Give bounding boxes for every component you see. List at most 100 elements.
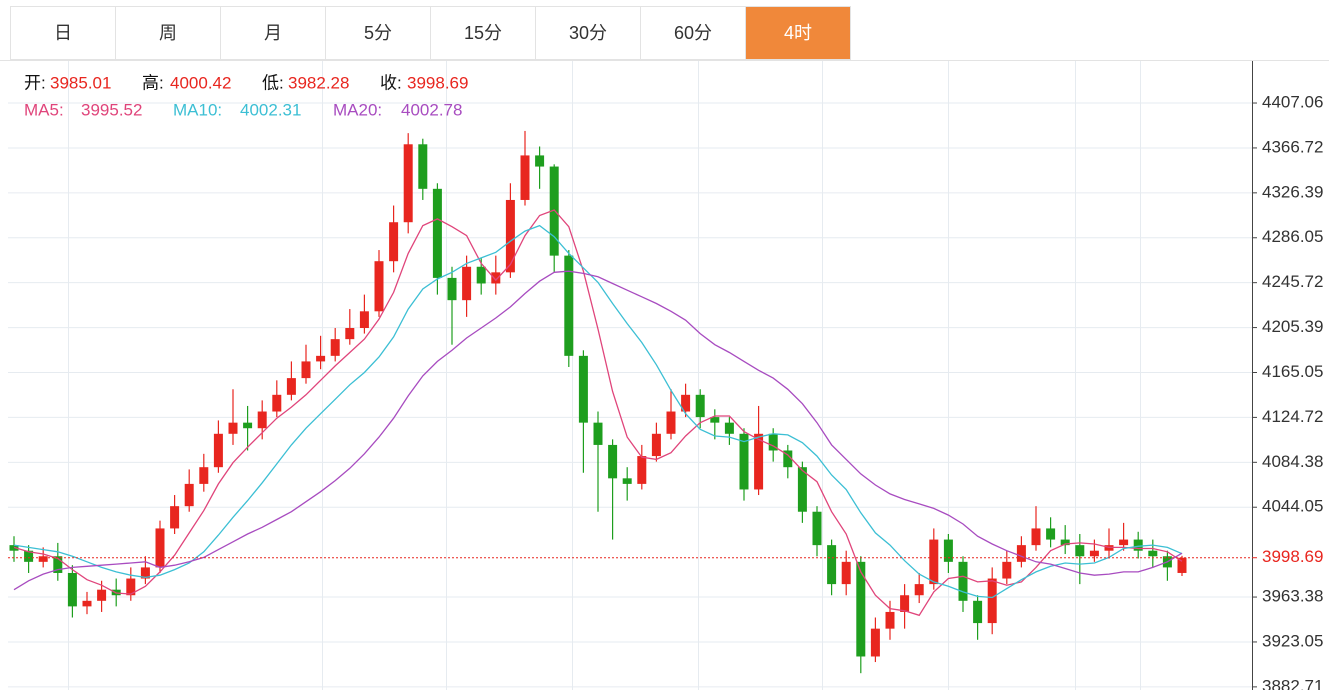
candle-body [958,561,968,601]
candle-body [330,339,340,356]
y-tick-label: 4245.72 [1262,272,1323,291]
candle-body [53,556,63,573]
y-tick-label: 4407.06 [1262,93,1323,112]
candle-body [418,144,428,189]
candle-body [1133,539,1143,551]
candle-body [797,467,807,512]
tab[interactable]: 15分 [431,7,536,60]
y-tick-label: 4205.39 [1262,317,1323,336]
y-tick-label: 3882.71 [1262,676,1323,690]
candle-body [1002,561,1012,579]
candle-body [257,411,267,429]
candle-body [170,506,180,529]
tab[interactable]: 5分 [326,7,431,60]
candle-body [535,155,545,167]
ohlc-label: 高: [142,73,164,92]
candle-body [783,450,793,468]
y-tick-label: 4124.72 [1262,407,1323,426]
tab[interactable]: 60分 [641,7,746,60]
candle-body [126,578,136,596]
candle-body [389,222,399,262]
candle-body [695,394,705,418]
tab-bar: 日周月 5分 15分 30分 60分 4时 [10,6,851,60]
candle-body [345,328,355,340]
ma-line [13,209,1183,617]
candle-body [856,561,866,657]
candle-body [914,584,924,596]
legend-name: MA10: [173,100,222,119]
candle-body [97,589,107,601]
candle-body [505,199,515,273]
candle-body [520,155,530,200]
candle-body [432,188,442,278]
candle-body [301,361,311,379]
legend-name: MA20: [333,100,382,119]
candle-body [24,550,34,562]
ma-line [13,270,1183,591]
candle-body [885,611,895,629]
ohlc-value: 3998.69 [407,73,468,92]
candle-body [681,394,691,412]
ma-line [13,224,1183,599]
ohlc-label: 开: [24,73,46,92]
legend-name: MA5: [24,100,64,119]
candle-body [637,456,647,484]
candle-body [900,595,910,612]
y-tick-label: 4165.05 [1262,362,1323,381]
candle-body [403,144,413,223]
candle-body [1089,550,1099,557]
candle-body [272,394,282,412]
candle-body [38,556,48,562]
candle-body [622,478,632,484]
candle-body [1046,528,1056,540]
y-tick-label: 4286.05 [1262,227,1323,246]
candle-body [359,311,369,329]
legend-value: 4002.31 [240,100,301,119]
candle-body [374,261,384,312]
candle-body [973,600,983,624]
ohlc-value: 3985.01 [50,73,111,92]
candle-body [1075,545,1085,557]
candle-body [286,378,296,395]
candle-body [943,539,953,562]
candle-body [768,433,778,451]
candle-body [476,266,486,284]
y-tick-label: 4366.72 [1262,137,1323,156]
legend-value: 4002.78 [401,100,462,119]
candle-body [462,266,472,301]
candle-body [739,433,749,490]
candle-body [228,422,238,434]
candle-body [827,545,837,585]
candle-body [754,433,764,490]
candle-body [593,422,603,445]
candle-body [199,467,209,484]
ohlc-label: 收: [380,73,402,92]
last-price-label: 3998.69 [1262,547,1323,566]
ohlc-value: 3982.28 [288,73,349,92]
candle-body [82,600,92,607]
candle-body [155,528,165,568]
candle-body [1031,528,1041,546]
tab[interactable]: 日 [11,7,116,60]
candle-body [447,277,457,301]
candle-body [724,422,734,434]
tab[interactable]: 周 [116,7,221,60]
tab[interactable]: 月 [221,7,326,60]
tab[interactable]: 4时 [746,7,851,60]
candle-body [1119,539,1129,546]
candle-body [870,628,880,657]
candle-body [987,578,997,624]
candle-body [140,567,150,579]
y-tick-label: 4084.38 [1262,452,1323,471]
candle-body [841,561,851,585]
y-tick-label: 4326.39 [1262,182,1323,201]
candle-body [564,255,574,356]
tab[interactable]: 30分 [536,7,641,60]
candle-body [1148,550,1158,557]
candle-body [1016,545,1026,562]
y-tick-label: 3923.05 [1262,631,1323,650]
candle-body [213,433,223,468]
candle-body [491,272,501,284]
